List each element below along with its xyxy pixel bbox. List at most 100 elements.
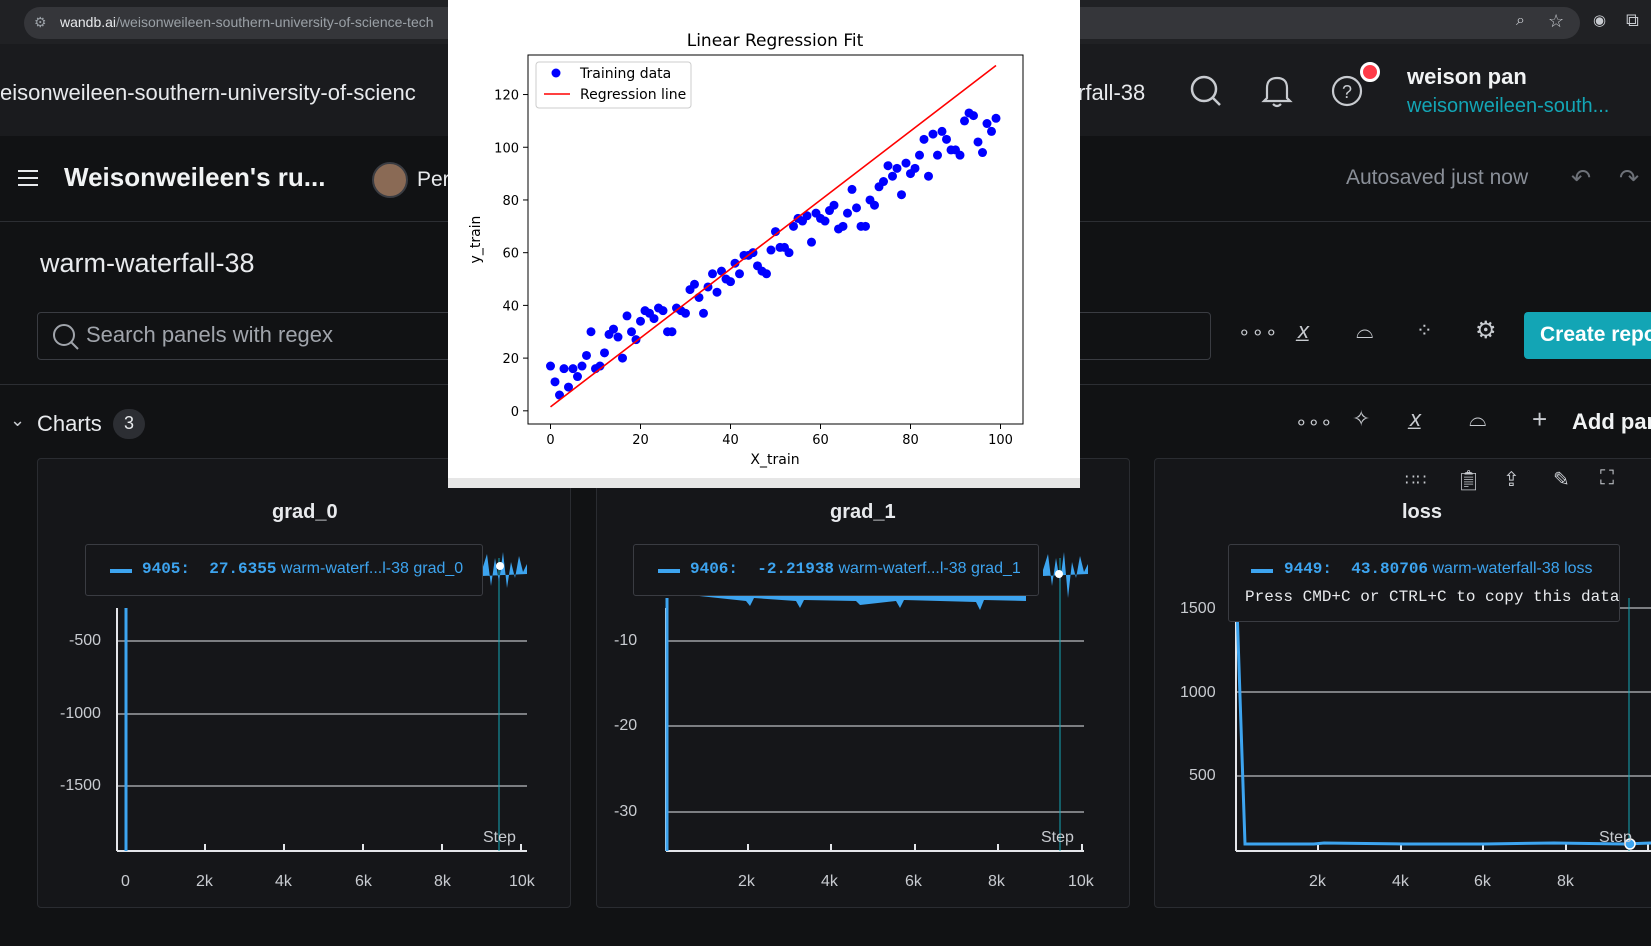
data-point [699, 308, 708, 318]
undo-icon[interactable]: ↶ [1571, 165, 1592, 192]
x-tick-label: 2k [1309, 873, 1326, 890]
tooltip-step: 9406 [690, 560, 729, 578]
y-tick-label: 40 [502, 299, 519, 314]
hamburger-menu-icon[interactable] [18, 170, 38, 186]
svg-text:?: ? [1342, 82, 1352, 102]
popup-bottom-bar [448, 478, 1080, 488]
data-point [973, 137, 983, 147]
data-point [928, 129, 938, 139]
data-point [820, 216, 830, 226]
chart-panel-grad-1[interactable] [596, 458, 1130, 908]
bookmark-star-icon[interactable]: ☆ [1548, 11, 1565, 31]
url-text[interactable]: wandb.ai/weisonweileen-southern-universi… [60, 14, 434, 30]
add-panel-button[interactable]: Add par [1572, 409, 1651, 434]
chart-title: Linear Regression Fit [687, 31, 864, 51]
data-point [577, 361, 587, 371]
y-tick-label: 120 [494, 89, 519, 104]
line-chart-grad-1[interactable] [596, 458, 1130, 908]
clipboard-icon[interactable]: 📋︎ [1456, 470, 1482, 492]
report-title[interactable]: Weisonweileen's ru... [64, 162, 326, 192]
author-name[interactable]: Per [417, 168, 450, 191]
data-point [771, 227, 780, 237]
more-options-icon[interactable]: ∘∘∘ [1238, 322, 1279, 344]
data-point [861, 221, 870, 231]
data-point [667, 327, 677, 337]
avatar[interactable] [372, 162, 408, 198]
y-tick-label: 20 [502, 352, 519, 367]
y-tick-label: 1000 [1180, 684, 1216, 701]
data-point [915, 150, 924, 160]
data-point [681, 308, 690, 318]
plus-icon[interactable]: + [1532, 404, 1548, 434]
search-icon [53, 324, 79, 350]
data-point [712, 287, 722, 297]
x-axis-title: Step [1041, 829, 1074, 846]
drag-handle-icon[interactable]: ∷∷ [1405, 472, 1428, 489]
help-icon[interactable]: ? [1331, 74, 1365, 108]
notification-bell-icon[interactable] [1261, 74, 1293, 108]
data-point [937, 126, 947, 136]
data-point [766, 245, 776, 255]
x-tick-label: 20 [632, 433, 649, 448]
data-point [726, 277, 735, 287]
legend-label: Training data [579, 66, 671, 82]
x-tick-label: 80 [902, 433, 919, 448]
data-point [802, 211, 812, 221]
notification-badge [1360, 62, 1380, 82]
data-point [618, 353, 627, 363]
x-axis-icon[interactable]: x̲ [1410, 406, 1421, 431]
search-icon[interactable] [1189, 74, 1223, 108]
data-point [694, 292, 704, 302]
run-breadcrumb[interactable]: rfall-38 [1078, 80, 1146, 105]
fullscreen-icon[interactable]: ⛶ [1600, 467, 1614, 489]
user-team[interactable]: weisonweileen-south... [1407, 95, 1610, 117]
data-point [609, 324, 618, 334]
data-point [784, 248, 794, 258]
line-chart-grad-0[interactable] [37, 458, 571, 908]
chart-tooltip: 9405: 27.6355 warm-waterf...l-38 grad_0 [85, 544, 483, 596]
smoothing-iron-icon[interactable]: ⌓ [1469, 406, 1487, 431]
pin-icon[interactable]: ✧ [1352, 406, 1371, 431]
line-chart-loss[interactable] [1154, 458, 1651, 908]
section-label[interactable]: Charts [37, 411, 102, 436]
x-axis-icon[interactable]: x̲ [1298, 318, 1309, 343]
plot-image-popup: 0 20 40 60 80 100 0 20 40 60 80 100 120 Linear Regr… [448, 0, 1080, 488]
extensions-puzzle-icon[interactable]: ⧉ [1626, 10, 1639, 30]
x-axis-title: Step [1599, 829, 1632, 846]
create-report-button[interactable]: Create repo [1524, 312, 1651, 359]
chevron-down-icon[interactable]: ⌄ [10, 410, 26, 430]
x-tick-label: 8k [1557, 873, 1574, 890]
x-tick-label: 10k [509, 873, 535, 890]
data-point [708, 269, 717, 279]
data-point [843, 208, 852, 218]
tooltip-series-name: warm-waterf...l-38 grad_0 [280, 560, 464, 577]
extension-icon[interactable]: ◉ [1593, 12, 1607, 29]
edit-pencil-icon[interactable]: ✎ [1553, 469, 1570, 491]
y-tick-label: 80 [502, 194, 519, 209]
y-tick-label: 60 [502, 247, 519, 262]
settings-gear-icon[interactable]: ⚙ [1475, 317, 1497, 344]
zoom-icon[interactable]: ⌕ [1516, 12, 1525, 29]
share-icon[interactable]: ⇪ [1503, 469, 1520, 491]
data-point [897, 190, 906, 200]
regression-plot: 0 20 40 60 80 100 0 20 40 60 80 100 120 Linear Regr… [468, 31, 1024, 468]
y-axis-label: y_train [468, 216, 484, 264]
data-point [919, 134, 929, 144]
smoothing-iron-icon[interactable]: ⌓ [1356, 318, 1374, 343]
data-point [892, 163, 902, 173]
data-point [870, 200, 879, 210]
data-point [582, 350, 591, 360]
more-options-icon[interactable]: ∘∘∘ [1295, 412, 1333, 434]
x-tick-label: 0 [121, 873, 130, 890]
data-point [789, 221, 798, 231]
x-tick-label: 2k [738, 873, 755, 890]
data-point [942, 134, 951, 144]
redo-icon[interactable]: ↷ [1619, 165, 1640, 192]
x-tick-label: 0 [546, 433, 554, 448]
site-settings-icon[interactable]: ⚙ [34, 14, 47, 30]
outliers-icon[interactable]: ⁘ [1416, 320, 1433, 342]
user-name[interactable]: weison pan [1407, 64, 1527, 89]
x-tick-label: 6k [1474, 873, 1491, 890]
workspace-breadcrumb[interactable]: eisonweileen-southern-university-of-scie… [0, 80, 416, 105]
data-point [910, 163, 920, 173]
